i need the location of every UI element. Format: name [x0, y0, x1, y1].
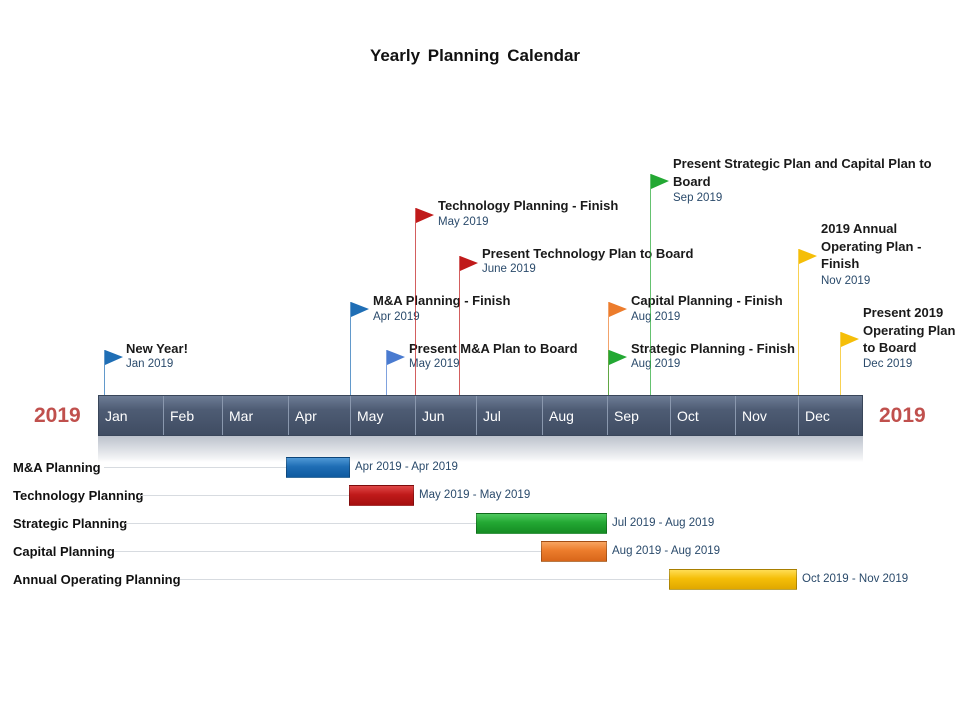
task-bar	[476, 513, 607, 534]
milestone-date: Dec 2019	[863, 358, 913, 370]
milestone-date: Jan 2019	[126, 358, 174, 370]
task-guide-line	[125, 523, 476, 524]
month-dec: Dec	[798, 396, 862, 435]
milestone-date: Nov 2019	[821, 275, 871, 287]
flag-icon	[609, 350, 627, 365]
milestone-stem	[415, 208, 416, 395]
month-jun: Jun	[415, 396, 476, 435]
month-mar: Mar	[222, 396, 288, 435]
timeline-reflection	[98, 436, 863, 462]
milestone-date: Sep 2019	[673, 192, 723, 204]
milestone-stem	[798, 249, 799, 395]
task-label: Technology Planning	[13, 488, 144, 503]
month-may: May	[350, 396, 415, 435]
milestone-date: May 2019	[438, 216, 489, 228]
page-title: Yearly Planning Calendar	[369, 46, 581, 65]
milestone-date: Aug 2019	[631, 311, 681, 323]
milestone-title: Technology Planning - Finish	[438, 198, 619, 213]
milestone-stem	[104, 350, 105, 395]
task-guide-line	[180, 579, 669, 580]
milestone-stem	[386, 350, 387, 395]
task-date-range: Jul 2019 - Aug 2019	[612, 517, 715, 529]
year-label-right: 2019	[879, 404, 926, 427]
milestone-date: May 2019	[409, 358, 460, 370]
year-label-left: 2019	[34, 404, 81, 427]
milestone-stem	[350, 302, 351, 395]
month-jan: Jan	[105, 408, 128, 424]
month-sep: Sep	[607, 396, 670, 435]
task-date-range: Oct 2019 - Nov 2019	[802, 573, 909, 585]
task-label: Strategic Planning	[13, 516, 128, 531]
milestone-stem	[650, 174, 651, 395]
month-oct: Oct	[670, 396, 735, 435]
milestone-date: Aug 2019	[631, 358, 681, 370]
flag-icon	[387, 350, 405, 365]
milestone-date: Apr 2019	[373, 311, 420, 323]
milestone-title: Strategic Planning - Finish	[631, 341, 795, 356]
task-label: Capital Planning	[13, 544, 115, 559]
task-label: M&A Planning	[13, 460, 101, 475]
task-guide-line	[141, 495, 349, 496]
milestone-title: Capital Planning - Finish	[631, 293, 783, 308]
task-bar	[669, 569, 797, 590]
milestone-title: Present Technology Plan to Board	[482, 246, 694, 261]
task-guide-line	[104, 467, 286, 468]
task-bar	[286, 457, 350, 478]
flag-icon	[799, 249, 817, 264]
task-date-range: Aug 2019 - Aug 2019	[612, 545, 721, 557]
flag-icon	[460, 256, 478, 271]
milestone-stem	[840, 332, 841, 395]
timeline-bar: Jan Feb Mar Apr May Jun Jul Aug Sep Oct …	[98, 395, 863, 436]
flag-icon	[609, 302, 627, 317]
flag-icon	[351, 302, 369, 317]
flag-icon	[841, 332, 859, 347]
milestone-title: Present 2019 Operating Plan to Board	[863, 305, 956, 355]
milestone-title: Present Strategic Plan and Capital Plan …	[673, 156, 932, 189]
milestone-stem	[608, 350, 609, 395]
month-nov: Nov	[735, 396, 798, 435]
milestone-title: New Year!	[126, 341, 188, 356]
task-bar	[541, 541, 607, 562]
task-date-range: Apr 2019 - Apr 2019	[355, 461, 458, 473]
flag-icon	[105, 350, 123, 365]
milestone-title: Present M&A Plan to Board	[409, 341, 578, 356]
month-aug: Aug	[542, 396, 607, 435]
flag-icon	[651, 174, 669, 189]
milestone-title: 2019 Annual Operating Plan - Finish	[821, 221, 922, 271]
task-label: Annual Operating Planning	[13, 572, 181, 587]
milestone-stem	[608, 302, 609, 395]
task-bar	[349, 485, 414, 506]
task-date-range: May 2019 - May 2019	[419, 489, 531, 501]
month-feb: Feb	[163, 396, 222, 435]
flag-icon	[416, 208, 434, 223]
milestone-date: June 2019	[482, 263, 536, 275]
month-apr: Apr	[288, 396, 350, 435]
milestone-title: M&A Planning - Finish	[373, 293, 511, 308]
milestone-stem	[459, 256, 460, 395]
task-guide-line	[114, 551, 541, 552]
month-jul: Jul	[476, 396, 542, 435]
